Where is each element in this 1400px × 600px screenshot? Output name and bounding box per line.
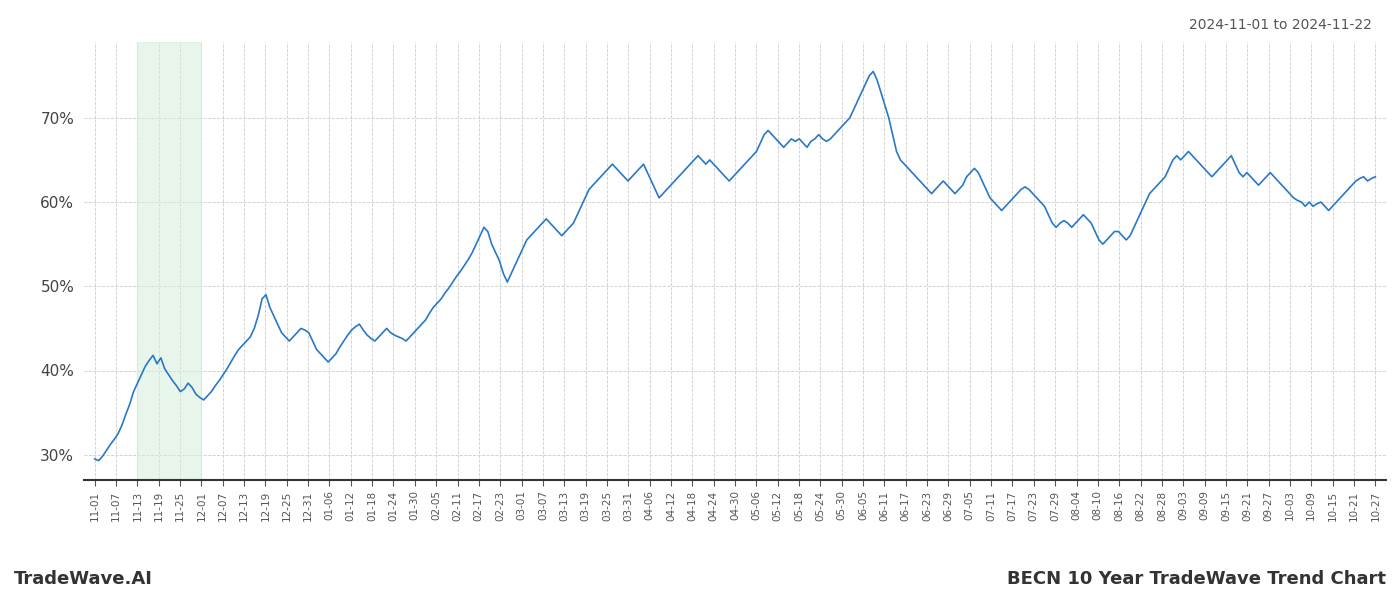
Text: BECN 10 Year TradeWave Trend Chart: BECN 10 Year TradeWave Trend Chart — [1007, 570, 1386, 588]
Bar — [137, 42, 202, 480]
Text: 2024-11-01 to 2024-11-22: 2024-11-01 to 2024-11-22 — [1189, 18, 1372, 32]
Text: TradeWave.AI: TradeWave.AI — [14, 570, 153, 588]
